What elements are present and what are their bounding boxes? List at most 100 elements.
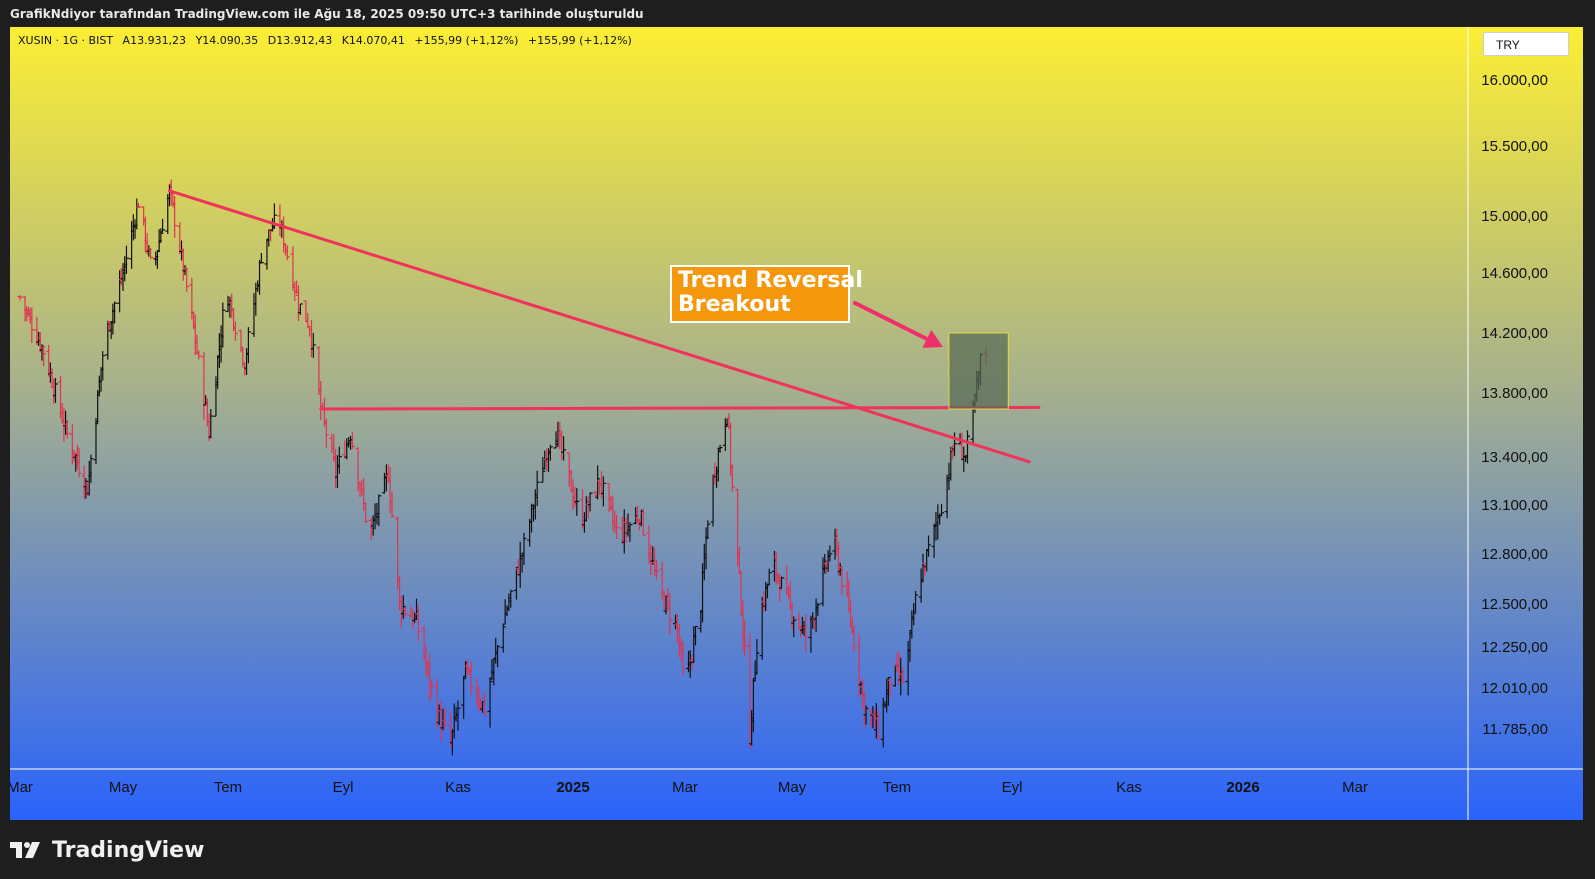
open-value: A13.931,23 [122,34,187,47]
ohlc-bar [595,465,601,500]
plot-background [10,27,1583,820]
ohlc-bar [402,607,408,617]
y-tick-label: 15.500,00 [1481,138,1548,155]
ohlc-bar [123,245,129,274]
ohlc-bar [112,301,118,324]
ohlc-bar [184,267,190,292]
ohlc-bar [363,502,369,524]
annotation-arrow[interactable] [853,301,937,345]
x-tick-label: Mar [10,779,33,796]
symbol-name[interactable]: XUSIN · 1G · BIST [18,34,114,47]
annotation-arrow-head [922,330,943,348]
chart-frame[interactable]: 16.000,00 15.500,00 15.000,00 14.600,00 14.2… [10,27,1583,820]
breakout-highlight-box[interactable] [948,332,1009,410]
y-tick-label: 12.010,00 [1481,680,1548,697]
ohlc-bar [600,476,606,507]
price-axis[interactable]: 16.000,00 15.500,00 15.000,00 14.600,00 14.2… [1481,72,1548,738]
ohlc-bar [952,432,957,457]
ohlc-bar [885,676,891,706]
change-value-secondary: +155,99 (+1,12%) [527,34,632,47]
ohlc-bar [29,307,35,343]
ohlc-bar [410,608,416,630]
ohlc-bar [196,350,202,360]
ohlc-bar [778,576,784,589]
ohlc-bar [481,691,487,716]
ohlc-bar [851,626,857,652]
ohlc-bar [717,444,723,453]
ohlc-bar [415,605,421,642]
ohlc-bar [913,590,919,613]
x-tick-label: May [109,779,138,796]
ohlc-bar [667,593,673,635]
tradingview-logo[interactable]: TradingView [10,835,204,865]
annotation-line-2: Breakout [678,292,791,317]
x-tick-label: Eyl [333,779,354,796]
ohlc-bar [323,418,329,449]
ohlc-bar [100,351,106,381]
ohlc-bar [911,603,917,626]
ohlc-bar [284,245,290,260]
ohlc-bar [135,202,141,208]
low-value: D13.912,43 [267,34,333,47]
ohlc-bar [64,419,70,439]
ohlc-bar [742,620,748,657]
y-tick-label: 15.000,00 [1481,208,1548,225]
x-tick-label: May [778,779,807,796]
time-axis[interactable]: Mar May Tem Eyl Kas 2025 Mar May Tem Eyl Kas 2026 Ma… [10,779,1368,796]
ohlc-bar [376,494,382,527]
ohlc-bar [754,639,760,675]
ohlc-bar [926,535,932,557]
chart-canvas[interactable]: 16.000,00 15.500,00 15.000,00 14.600,00 14.2… [10,27,1583,820]
ohlc-bar [766,568,772,586]
ohlc-bar [442,707,448,730]
y-tick-label: 16.000,00 [1481,72,1548,89]
ohlc-bar [815,602,821,616]
ohlc-bar [627,522,633,542]
chart-caption: GrafikNdiyor tarafından TradingView.com … [10,7,644,21]
ohlc-bar [52,378,58,403]
ohlc-bar [887,679,893,697]
ohlc-bar [160,218,166,233]
ohlc-bar [640,508,646,537]
ohlc-bars [17,179,989,756]
ohlc-bar [863,705,869,725]
ohlc-bar [654,559,660,580]
ohlc-bar [875,710,881,741]
y-tick-label: 14.200,00 [1481,325,1548,342]
ohlc-bar [17,295,23,301]
close-value: K14.070,41 [341,34,405,47]
ohlc-bar [336,446,342,474]
y-tick-label: 14.600,00 [1481,265,1548,282]
ohlc-bar [803,614,809,652]
x-tick-label: Mar [1342,779,1368,796]
ohlc-bar [83,478,89,499]
ohlc-bar [547,444,553,461]
y-tick-label: 12.250,00 [1481,639,1548,656]
ohlc-bar [297,303,303,316]
ohlc-bar [500,623,506,653]
y-tick-label: 12.500,00 [1481,596,1548,613]
ohlc-bar [534,470,540,507]
ohlc-bar [158,228,164,243]
currency-selector[interactable]: TRY [1483,32,1569,56]
ohlc-bar [148,248,154,260]
horizontal-trendline[interactable] [319,405,1041,411]
ohlc-bar [587,492,593,512]
x-tick-label: 2025 [556,779,589,796]
x-tick-label: Kas [445,779,471,796]
ohlc-bar [389,491,395,518]
ohlc-bar [495,644,501,668]
descending-trendline[interactable] [167,189,1031,464]
annotation-line-1: Trend Reversal [678,268,863,293]
ohlc-bar [521,532,527,566]
ohlc-bar [508,589,514,608]
ohlc-bar [747,633,753,749]
ohlc-bar [41,346,47,367]
ohlc-bar [856,633,862,698]
ohlc-bar [429,679,435,699]
ohlc-bar [827,545,833,562]
ohlc-bar [680,641,686,676]
ohlc-bar [232,321,238,341]
symbol-legend[interactable]: XUSIN · 1G · BIST A13.931,23 Y14.090,35 … [18,34,638,47]
trend-reversal-annotation[interactable]: Trend Reversal Breakout [670,265,863,323]
